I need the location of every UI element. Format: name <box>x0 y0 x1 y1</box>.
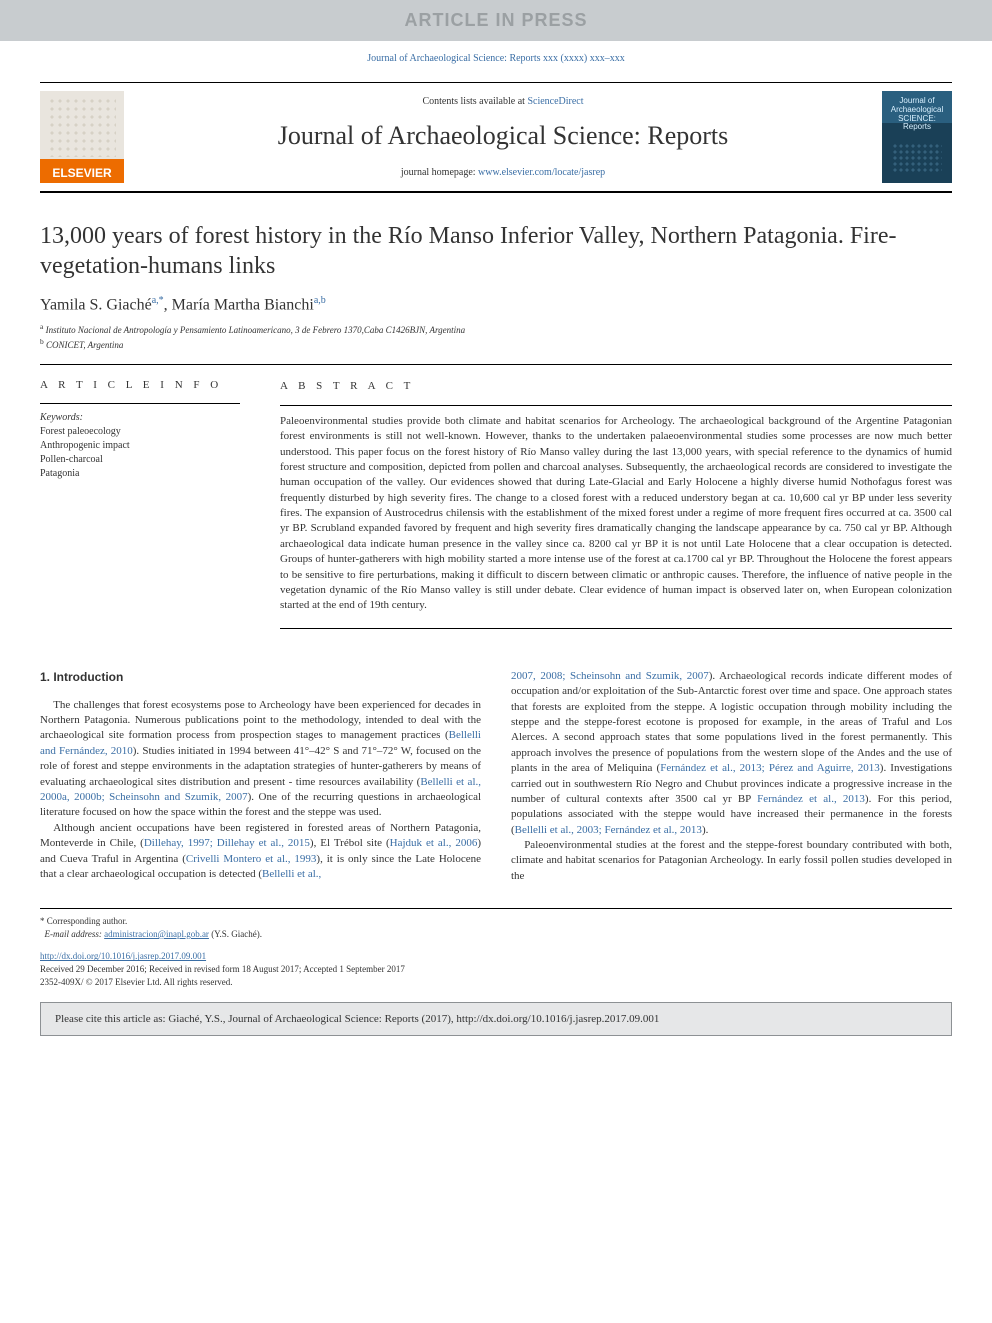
keyword-item: Anthropogenic impact <box>40 439 240 453</box>
affiliation-text: CONICET, Argentina <box>46 340 123 350</box>
elsevier-logo-text: ELSEVIER <box>52 166 111 180</box>
author-separator: , <box>164 296 172 313</box>
body-text: ). <box>702 824 708 836</box>
contents-prefix: Contents lists available at <box>422 96 527 107</box>
journal-title: Journal of Archaeological Science: Repor… <box>124 121 882 151</box>
keyword-item: Pollen-charcoal <box>40 453 240 467</box>
email-link[interactable]: administracion@inapl.gob.ar <box>104 929 209 939</box>
affiliation-text: Instituto Nacional de Antropología y Pen… <box>46 325 466 335</box>
article-info-label: A R T I C L E I N F O <box>40 379 240 391</box>
body-text: The challenges that forest ecosystems po… <box>40 699 481 742</box>
citation-link[interactable]: Fernández et al., 2013; Pérez and Aguirr… <box>660 762 880 774</box>
keyword-item: Patagonia <box>40 467 240 481</box>
citation-link[interactable]: Hajduk et al., 2006 <box>390 837 478 849</box>
body-text: ), El Trébol site ( <box>310 837 390 849</box>
body-paragraph: The challenges that forest ecosystems po… <box>40 698 481 821</box>
journal-homepage-line: journal homepage: www.elsevier.com/locat… <box>124 167 882 178</box>
abstract-column: A B S T R A C T Paleoenvironmental studi… <box>280 379 952 642</box>
citation-link[interactable]: Fernández et al., 2013 <box>757 793 865 805</box>
doi-link[interactable]: http://dx.doi.org/10.1016/j.jasrep.2017.… <box>40 951 206 961</box>
divider <box>40 403 240 404</box>
email-line: E-mail address: administracion@inapl.gob… <box>40 928 952 941</box>
elsevier-logo: ELSEVIER <box>40 91 124 183</box>
footnote-text: Corresponding author. <box>47 916 128 926</box>
article-title: 13,000 years of forest history in the Rí… <box>40 221 952 281</box>
author-name: María Martha Bianchi <box>172 296 314 313</box>
author-affil-link[interactable]: a, <box>152 295 159 306</box>
body-paragraph: Although ancient occupations have been r… <box>40 821 481 883</box>
body-text: ). Archaeological records indicate diffe… <box>511 670 952 774</box>
journal-homepage-link[interactable]: www.elsevier.com/locate/jasrep <box>478 167 605 178</box>
author-affil-link[interactable]: a,b <box>314 295 326 306</box>
citation-link[interactable]: 2007, 2008; Scheinsohn and Szumik, 2007 <box>511 670 709 682</box>
citation-link[interactable]: Bellelli et al., <box>262 868 321 880</box>
keywords-heading: Keywords: <box>40 412 240 423</box>
citation-link[interactable]: Crivelli Montero et al., 1993 <box>186 853 317 865</box>
email-suffix: (Y.S. Giaché). <box>209 929 262 939</box>
authors-line: Yamila S. Giachéa,*, María Martha Bianch… <box>40 295 952 314</box>
cover-line: Reports <box>886 123 948 132</box>
article-info-column: A R T I C L E I N F O Keywords: Forest p… <box>40 379 240 642</box>
corresponding-author-note: * Corresponding author. <box>40 915 952 928</box>
body-paragraph: 2007, 2008; Scheinsohn and Szumik, 2007)… <box>511 669 952 838</box>
received-line: Received 29 December 2016; Received in r… <box>40 963 952 976</box>
affiliation-line: b CONICET, Argentina <box>40 337 952 350</box>
author-name: Yamila S. Giaché <box>40 296 152 313</box>
keywords-list: Forest paleoecology Anthropogenic impact… <box>40 425 240 481</box>
email-label: E-mail address: <box>45 929 102 939</box>
divider <box>280 628 952 629</box>
abstract-text: Paleoenvironmental studies provide both … <box>280 414 952 614</box>
body-paragraph: Paleoenvironmental studies at the forest… <box>511 838 952 884</box>
cite-as-box: Please cite this article as: Giaché, Y.S… <box>40 1002 952 1036</box>
header-center: Contents lists available at ScienceDirec… <box>124 96 882 178</box>
info-abstract-row: A R T I C L E I N F O Keywords: Forest p… <box>40 379 952 642</box>
body-column-right: 2007, 2008; Scheinsohn and Szumik, 2007)… <box>511 669 952 884</box>
citation-link[interactable]: Bellelli et al., 2003; Fernández et al.,… <box>515 824 702 836</box>
contents-lists-line: Contents lists available at ScienceDirec… <box>124 96 882 107</box>
affiliation-line: a Instituto Nacional de Antropología y P… <box>40 322 952 335</box>
divider <box>280 405 952 406</box>
abstract-label: A B S T R A C T <box>280 379 952 394</box>
body-columns: 1. Introduction The challenges that fore… <box>40 669 952 884</box>
divider <box>40 364 952 365</box>
body-column-left: 1. Introduction The challenges that fore… <box>40 669 481 884</box>
citation-link[interactable]: Dillehay, 1997; Dillehay et al., 2015 <box>144 837 310 849</box>
journal-cover-thumbnail: Journal of Archaeological SCIENCE: Repor… <box>882 91 952 183</box>
section-heading: 1. Introduction <box>40 669 481 686</box>
body-text: Paleoenvironmental studies at the forest… <box>511 839 952 882</box>
keyword-item: Forest paleoecology <box>40 425 240 439</box>
footnotes: * Corresponding author. E-mail address: … <box>40 908 952 988</box>
publisher-header: ELSEVIER Contents lists available at Sci… <box>40 82 952 193</box>
sciencedirect-link[interactable]: ScienceDirect <box>527 96 583 107</box>
article-in-press-banner: ARTICLE IN PRESS <box>0 0 992 41</box>
journal-ref-line: Journal of Archaeological Science: Repor… <box>0 53 992 64</box>
homepage-prefix: journal homepage: <box>401 167 478 178</box>
issn-copyright-line: 2352-409X/ © 2017 Elsevier Ltd. All righ… <box>40 976 952 989</box>
